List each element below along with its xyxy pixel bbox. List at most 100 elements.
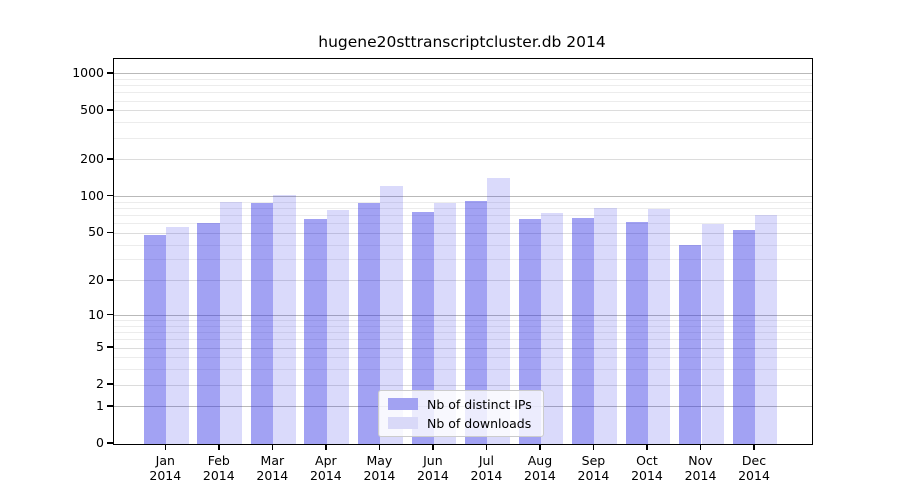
bar-downloads-feb-2014 [219, 202, 243, 444]
gridline-1000 [114, 73, 812, 75]
bar-downloads-oct-2014 [647, 209, 671, 444]
y-tick-mark-50 [107, 231, 113, 234]
x-tick-mark-sep-2014 [592, 445, 595, 450]
gridline-8 [114, 325, 812, 327]
gridline-800 [114, 85, 812, 87]
y-tick-mark-1 [107, 405, 113, 407]
x-tick-mark-oct-2014 [646, 445, 648, 450]
y-tick-label-0: 0 [96, 435, 104, 450]
y-tick-mark-200 [107, 158, 113, 160]
y-tick-mark-0 [107, 442, 113, 444]
gridline-90 [114, 201, 812, 203]
bar-distinct-ips-aug-2014 [518, 218, 541, 444]
y-tick-mark-1000 [107, 72, 113, 74]
x-tick-label-may-2014: May 2014 [363, 453, 396, 483]
bar-downloads-aug-2014 [540, 212, 564, 444]
gridline-70 [114, 215, 812, 217]
bar-distinct-ips-mar-2014 [250, 203, 274, 444]
x-tick-label-apr-2014: Apr 2014 [309, 453, 342, 483]
x-tick-mark-apr-2014 [325, 445, 327, 450]
y-tick-mark-500 [107, 109, 113, 111]
x-tick-label-jan-2014: Jan 2014 [149, 453, 182, 483]
gridline-400 [114, 122, 812, 124]
bar-distinct-ips-jul-2014 [465, 200, 488, 444]
gridline-5 [114, 347, 812, 349]
y-tick-mark-100 [107, 194, 113, 197]
legend-swatch-icon [388, 398, 418, 410]
bar-downloads-apr-2014 [326, 209, 350, 444]
x-tick-label-feb-2014: Feb 2014 [202, 453, 235, 483]
gridline-30 [114, 259, 812, 261]
gridline-2 [114, 384, 812, 386]
gridline-300 [114, 137, 812, 139]
x-tick-mark-mar-2014 [271, 445, 274, 450]
bar-downloads-may-2014 [380, 186, 403, 444]
y-tick-mark-10 [107, 313, 113, 316]
gridline-50 [114, 232, 812, 234]
x-tick-mark-dec-2014 [753, 445, 755, 450]
bar-distinct-ips-feb-2014 [197, 222, 220, 444]
gridline-700 [114, 92, 812, 94]
x-tick-label-mar-2014: Mar 2014 [256, 453, 289, 483]
y-tick-label-5: 5 [96, 338, 104, 354]
x-tick-label-dec-2014: Dec 2014 [738, 453, 770, 483]
bar-distinct-ips-sep-2014 [572, 217, 595, 444]
gridline-4 [114, 357, 812, 359]
y-tick-mark-2 [107, 383, 113, 385]
bar-distinct-ips-may-2014 [357, 203, 381, 444]
gridline-6 [114, 339, 812, 341]
y-tick-label-200: 200 [80, 150, 104, 166]
x-tick-label-sep-2014: Sep 2014 [577, 453, 610, 483]
y-tick-mark-20 [107, 279, 113, 281]
bar-downloads-nov-2014 [701, 223, 724, 444]
bar-distinct-ips-apr-2014 [304, 218, 327, 444]
gridline-500 [114, 110, 812, 112]
bar-downloads-mar-2014 [273, 194, 296, 444]
y-tick-label-50: 50 [88, 224, 104, 240]
y-tick-label-10: 10 [88, 306, 104, 322]
gridline-3 [114, 369, 812, 371]
y-tick-label-20: 20 [88, 271, 104, 287]
x-tick-mark-nov-2014 [699, 445, 702, 450]
x-tick-label-nov-2014: Nov 2014 [684, 453, 717, 483]
gridline-40 [114, 244, 812, 246]
gridline-900 [114, 78, 812, 80]
gridline-9 [114, 320, 812, 322]
bar-distinct-ips-jan-2014 [143, 235, 167, 444]
bar-distinct-ips-nov-2014 [679, 245, 702, 444]
gridline-7 [114, 332, 812, 334]
gridline-80 [114, 208, 812, 210]
x-tick-label-jun-2014: Jun 2014 [416, 453, 449, 483]
gridline-100 [114, 196, 812, 198]
y-tick-label-2: 2 [96, 376, 104, 392]
bar-downloads-jun-2014 [433, 202, 457, 444]
plot-area: Nb of distinct IPs Nb of downloads [113, 58, 813, 445]
gridline-10 [114, 315, 812, 317]
legend-swatch-icon [388, 417, 418, 429]
bar-downloads-dec-2014 [755, 214, 778, 444]
legend-label: Nb of downloads [427, 415, 532, 431]
x-tick-mark-jun-2014 [432, 445, 434, 450]
x-tick-mark-jan-2014 [164, 445, 167, 450]
x-tick-label-jul-2014: Jul 2014 [470, 453, 503, 483]
bar-distinct-ips-oct-2014 [625, 221, 648, 444]
x-tick-mark-jul-2014 [485, 445, 488, 450]
y-tick-mark-5 [107, 346, 113, 348]
x-tick-mark-aug-2014 [539, 445, 541, 450]
x-tick-label-oct-2014: Oct 2014 [631, 453, 663, 483]
gridline-200 [114, 159, 812, 161]
bar-downloads-sep-2014 [594, 207, 617, 444]
x-tick-label-aug-2014: Aug 2014 [524, 453, 556, 483]
bar-distinct-ips-dec-2014 [732, 230, 755, 444]
y-tick-label-500: 500 [80, 101, 104, 117]
gridline-600 [114, 100, 812, 102]
legend-item-nb-of-distinct-ips: Nb of distinct IPs [388, 397, 532, 412]
y-tick-label-1: 1 [96, 397, 104, 413]
bar-downloads-jul-2014 [487, 177, 510, 444]
chart-title: hugene20sttranscriptcluster.db 2014 [318, 33, 606, 51]
bar-distinct-ips-jun-2014 [411, 211, 434, 444]
legend: Nb of distinct IPs Nb of downloads [378, 390, 544, 437]
x-tick-mark-feb-2014 [218, 445, 220, 450]
x-tick-mark-may-2014 [378, 445, 381, 450]
